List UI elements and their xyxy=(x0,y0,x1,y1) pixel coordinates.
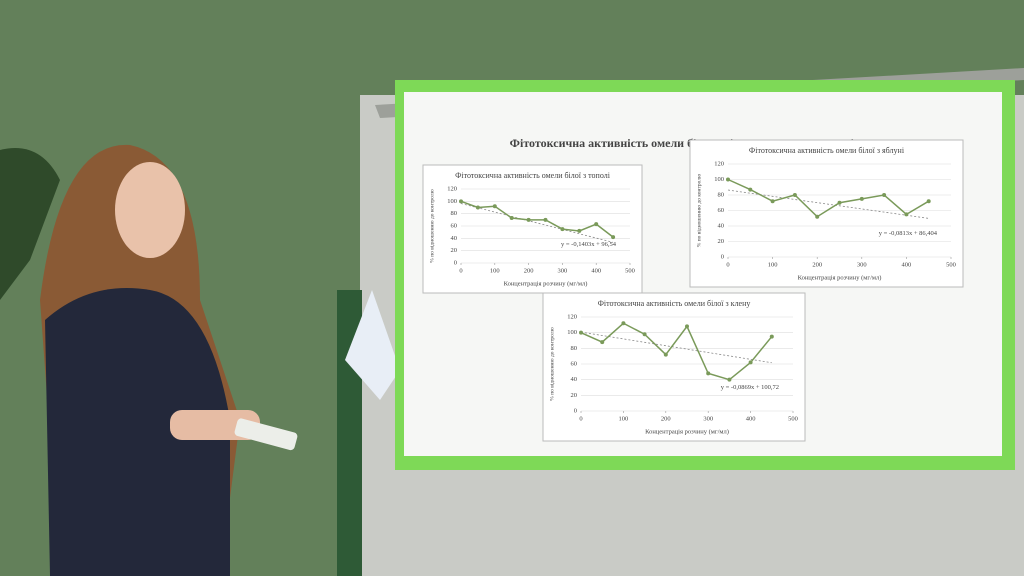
x-axis-label: Концентрація розчину (мг/мл) xyxy=(504,280,588,287)
data-point xyxy=(577,228,582,233)
data-point xyxy=(543,217,548,222)
x-tick-label: 0 xyxy=(579,415,582,422)
x-tick-label: 200 xyxy=(661,415,671,422)
data-point xyxy=(621,321,626,326)
y-tick-label: 120 xyxy=(567,313,577,320)
data-point xyxy=(769,334,774,339)
chart-title: Фітотоксична активність омели білої з то… xyxy=(455,171,611,180)
x-tick-label: 0 xyxy=(726,261,729,268)
data-point xyxy=(815,214,820,219)
data-line xyxy=(460,200,614,238)
data-line xyxy=(727,178,930,218)
y-axis-label: % по відношенню до контролю xyxy=(696,174,702,247)
chart-frame xyxy=(542,292,806,442)
y-axis-label: % по відношенню до контролю xyxy=(429,189,435,262)
data-point xyxy=(600,340,605,345)
y-tick-label: 40 xyxy=(718,222,725,229)
trendline-label: y = -0,0869x + 100,72 xyxy=(721,384,779,391)
y-tick-label: 0 xyxy=(574,407,577,414)
data-point xyxy=(611,235,616,240)
chart-title: Фітотоксична активність омели білої з яб… xyxy=(749,146,905,155)
data-point xyxy=(726,177,730,182)
y-tick-label: 100 xyxy=(447,198,457,205)
x-tick-label: 100 xyxy=(490,267,500,274)
data-point xyxy=(837,200,842,205)
x-tick-label: 200 xyxy=(812,261,822,268)
data-point xyxy=(642,332,647,337)
x-tick-label: 300 xyxy=(558,267,568,274)
x-tick-label: 300 xyxy=(857,261,867,268)
x-tick-label: 400 xyxy=(746,415,756,422)
y-tick-label: 120 xyxy=(714,160,724,167)
y-tick-label: 20 xyxy=(571,392,578,399)
x-tick-label: 500 xyxy=(625,267,635,274)
x-tick-label: 100 xyxy=(768,261,778,268)
data-point xyxy=(526,217,531,222)
trendline-label: y = -0,0813x + 86,404 xyxy=(879,230,938,237)
data-point xyxy=(459,199,463,204)
y-tick-label: 60 xyxy=(718,207,725,214)
data-point xyxy=(594,222,599,227)
remote xyxy=(234,418,298,451)
data-point xyxy=(792,193,797,197)
y-tick-label: 60 xyxy=(451,222,458,229)
data-point xyxy=(509,215,514,220)
x-tick-label: 200 xyxy=(524,267,534,274)
data-point xyxy=(859,196,864,201)
y-tick-label: 0 xyxy=(454,259,457,266)
plant xyxy=(0,148,60,300)
data-point xyxy=(727,377,732,382)
data-point xyxy=(663,352,668,357)
data-point xyxy=(560,227,565,232)
data-point xyxy=(706,371,711,376)
y-tick-label: 40 xyxy=(571,376,578,383)
x-tick-label: 400 xyxy=(591,267,601,274)
y-tick-label: 0 xyxy=(721,253,724,260)
data-point xyxy=(748,360,753,365)
data-point xyxy=(475,205,480,210)
x-tick-label: 100 xyxy=(619,415,629,422)
chart-title: Фітотоксична активність омели білої з кл… xyxy=(598,299,751,308)
data-point xyxy=(770,199,775,204)
data-point xyxy=(685,324,689,329)
y-tick-label: 80 xyxy=(571,345,578,352)
chart-frame xyxy=(689,139,964,288)
x-axis-label: Концентрація розчину (мг/мл) xyxy=(645,428,729,435)
face xyxy=(115,162,185,258)
data-line xyxy=(580,322,773,381)
trendline xyxy=(580,331,772,364)
y-axis-label: % по відношенню до контролю xyxy=(549,327,555,400)
data-point xyxy=(492,204,497,209)
jacket xyxy=(45,288,230,576)
data-point xyxy=(904,212,909,217)
data-point xyxy=(882,193,887,197)
y-tick-label: 20 xyxy=(451,247,458,254)
x-tick-label: 400 xyxy=(902,261,912,268)
y-tick-label: 100 xyxy=(567,329,577,336)
data-point xyxy=(579,330,583,335)
y-tick-label: 80 xyxy=(451,210,458,217)
flag xyxy=(345,290,400,400)
y-tick-label: 40 xyxy=(451,235,458,242)
x-tick-label: 500 xyxy=(946,261,956,268)
x-tick-label: 300 xyxy=(703,415,713,422)
data-point xyxy=(748,187,753,192)
x-tick-label: 0 xyxy=(459,267,462,274)
trendline-label: y = -0,1403x + 96,54 xyxy=(561,241,617,248)
y-tick-label: 20 xyxy=(718,238,725,245)
y-tick-label: 120 xyxy=(447,185,457,192)
y-tick-label: 100 xyxy=(714,176,724,183)
y-tick-label: 80 xyxy=(718,191,725,198)
data-point xyxy=(926,199,931,204)
y-tick-label: 60 xyxy=(571,360,578,367)
chart-frame xyxy=(422,164,643,294)
x-axis-label: Концентрація розчину (мг/мл) xyxy=(798,274,882,281)
x-tick-label: 500 xyxy=(788,415,798,422)
